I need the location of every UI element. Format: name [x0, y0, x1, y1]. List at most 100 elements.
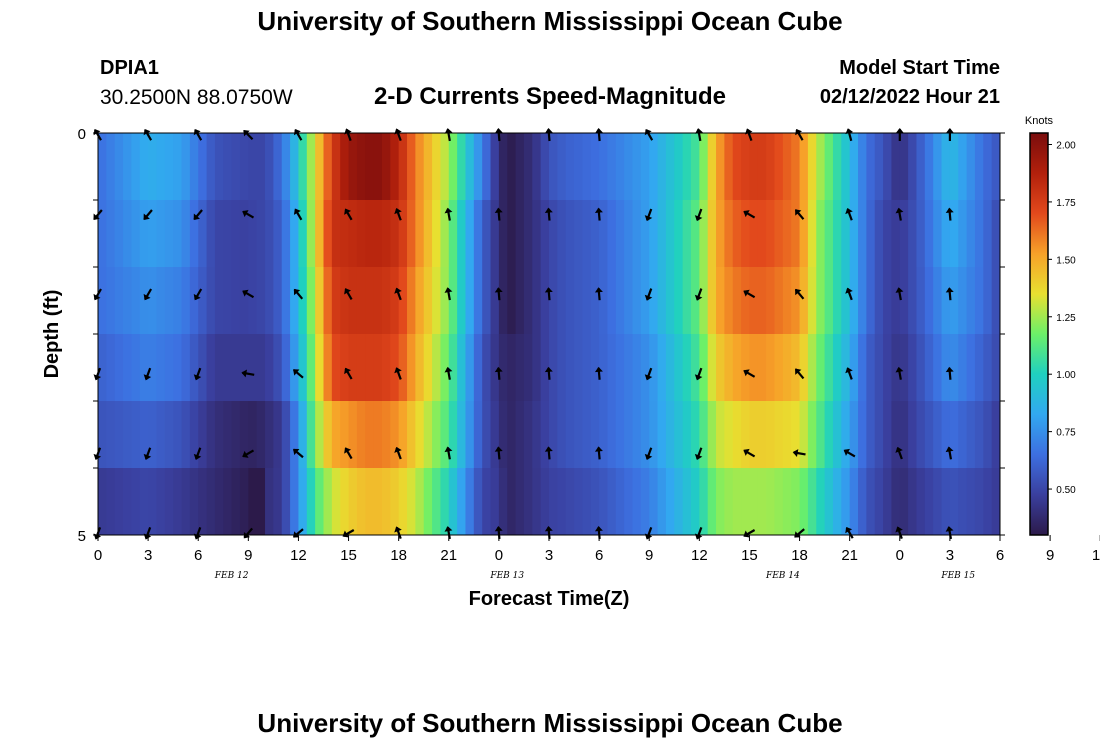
heatmap-cell [473, 468, 483, 535]
heatmap-cell [440, 267, 450, 335]
heatmap-cell [448, 334, 458, 402]
heatmap-cell [123, 468, 133, 535]
heatmap-cell [448, 133, 458, 201]
heatmap-cell [131, 401, 141, 469]
x-tick-label: 0 [896, 547, 904, 564]
heatmap-cell [173, 200, 183, 268]
heatmap-cell [139, 267, 149, 335]
heatmap-cell [949, 468, 959, 535]
model-start-label: Model Start Time [839, 57, 1000, 79]
current-arrow [594, 446, 603, 460]
current-arrow [193, 288, 203, 301]
heatmap-cell [482, 401, 492, 469]
heatmap-cell [373, 334, 383, 402]
current-arrow [794, 288, 805, 300]
heatmap-cell [148, 334, 158, 402]
heatmap-cell [398, 267, 408, 335]
heatmap-cell [699, 401, 709, 469]
heatmap-cell [290, 200, 300, 268]
heatmap-cell [432, 468, 442, 535]
heatmap-cell [933, 334, 943, 402]
heatmap-cell [123, 200, 133, 268]
heatmap-cell [465, 334, 475, 402]
x-tick-label: 0 [94, 547, 102, 564]
current-arrow [143, 367, 152, 381]
heatmap-cell [507, 267, 517, 335]
heatmap-cell [974, 133, 984, 201]
heatmap-cell [507, 334, 517, 402]
heatmap-cell [198, 334, 208, 402]
heatmap-cell [139, 334, 149, 402]
heatmap-cell [356, 334, 366, 402]
heatmap-cell [390, 401, 400, 469]
heatmap-cell [498, 401, 508, 469]
heatmap-cell [198, 401, 208, 469]
heatmap-cell [515, 133, 525, 201]
heatmap-cell [866, 200, 876, 268]
heatmap-cell [757, 401, 767, 469]
heatmap-cell [515, 468, 525, 535]
current-arrow [193, 128, 203, 141]
current-arrow [644, 367, 653, 381]
heatmap-cell [858, 200, 867, 268]
heatmap-cell [607, 401, 617, 469]
heatmap-cell [732, 401, 742, 469]
x-tick-label: 18 [791, 547, 808, 564]
heatmap-cell [323, 468, 333, 535]
heatmap-cell [599, 267, 609, 335]
heatmap-cell [214, 334, 224, 402]
footer-title: University of Southern Mississippi Ocean… [257, 708, 843, 738]
heatmap-cell [256, 133, 266, 201]
heatmap-cell [941, 133, 951, 201]
heatmap-cell [498, 468, 508, 535]
heatmap-cell [206, 267, 216, 335]
heatmap-cell [507, 133, 517, 201]
heatmap-cell [941, 200, 951, 268]
heatmap-cell [448, 401, 458, 469]
x-axis-label: Forecast Time(Z) [469, 588, 630, 610]
heatmap-cell [991, 334, 1000, 402]
heatmap-cell [465, 133, 475, 201]
heatmap-cell [732, 334, 742, 402]
heatmap-cell [381, 401, 391, 469]
heatmap-cell [607, 267, 617, 335]
heatmap-cell [649, 468, 659, 535]
heatmap-cell [816, 334, 826, 402]
heatmap-cell [98, 267, 107, 335]
heatmap-cell [883, 267, 893, 335]
heatmap-cell [423, 401, 433, 469]
heatmap-cell [148, 200, 158, 268]
heatmap-cell [674, 334, 684, 402]
heatmap-cell [265, 401, 274, 469]
current-arrow [694, 367, 703, 381]
heatmap-cell [841, 334, 851, 402]
heatmap-cell [766, 267, 776, 335]
current-arrow [444, 128, 453, 142]
current-arrow [241, 369, 255, 378]
current-arrow [242, 289, 255, 299]
heatmap-cell [198, 267, 208, 335]
current-arrow [794, 368, 805, 380]
heatmap-cell [131, 133, 141, 201]
heatmap-cell [123, 267, 133, 335]
heatmap-cell [265, 468, 274, 535]
current-arrow [644, 208, 653, 222]
current-arrow [394, 446, 402, 460]
y-tick-label: 5 [78, 528, 86, 545]
heatmap-cell [423, 133, 433, 201]
heatmap-cell [624, 200, 634, 268]
heatmap-cell [841, 401, 851, 469]
heatmap-cell [908, 401, 918, 469]
heatmap-cell [356, 468, 366, 535]
heatmap-cell [974, 401, 984, 469]
heatmap-cell [599, 401, 609, 469]
heatmap-cell [615, 401, 625, 469]
heatmap-cell [657, 401, 667, 469]
heatmap-cell [523, 267, 533, 335]
heatmap-cell [156, 267, 166, 335]
heatmap-cell [966, 133, 976, 201]
heatmap-cell [223, 334, 233, 402]
heatmap-cell [799, 334, 809, 402]
heatmap-cell [991, 267, 1000, 335]
heatmap-cell [465, 200, 475, 268]
